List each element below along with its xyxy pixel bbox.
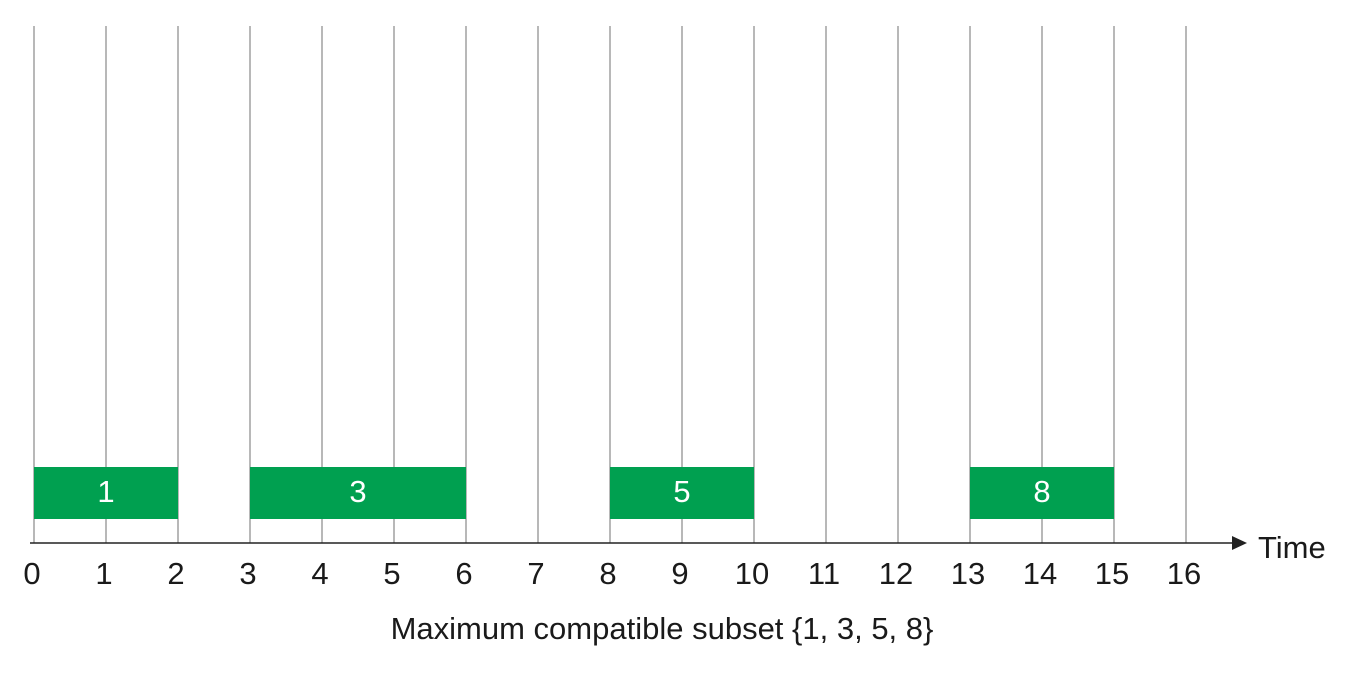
tick-label: 3 [239, 556, 256, 591]
interval-bar [34, 467, 178, 519]
tick-label: 8 [599, 556, 616, 591]
time-tick-labels: 0 1 2 3 4 5 6 7 8 9 10 11 12 13 14 15 16 [23, 556, 1201, 591]
interval-bar [250, 467, 466, 519]
interval-bar-label: 8 [1033, 474, 1050, 509]
interval-bar-label: 3 [349, 474, 366, 509]
interval-bar [610, 467, 754, 519]
tick-label: 4 [311, 556, 328, 591]
tick-label: 7 [527, 556, 544, 591]
tick-label: 10 [735, 556, 769, 591]
interval-bar-label: 1 [97, 474, 114, 509]
tick-label: 9 [671, 556, 688, 591]
caption: Maximum compatible subset {1, 3, 5, 8} [391, 611, 934, 646]
tick-label: 0 [23, 556, 40, 591]
tick-label: 6 [455, 556, 472, 591]
interval-bars: 1 3 5 8 [34, 467, 1114, 519]
interval-bar-label: 5 [673, 474, 690, 509]
time-axis-title: Time [1258, 530, 1326, 565]
tick-label: 16 [1167, 556, 1201, 591]
tick-label: 12 [879, 556, 913, 591]
tick-label: 1 [95, 556, 112, 591]
tick-label: 11 [808, 556, 840, 591]
tick-label: 5 [383, 556, 400, 591]
tick-label: 15 [1095, 556, 1129, 591]
grid-lines [33, 26, 1187, 543]
tick-label: 2 [167, 556, 184, 591]
interval-bar [970, 467, 1114, 519]
tick-label: 14 [1023, 556, 1057, 591]
time-axis-arrowhead [1232, 536, 1247, 550]
tick-label: 13 [951, 556, 985, 591]
